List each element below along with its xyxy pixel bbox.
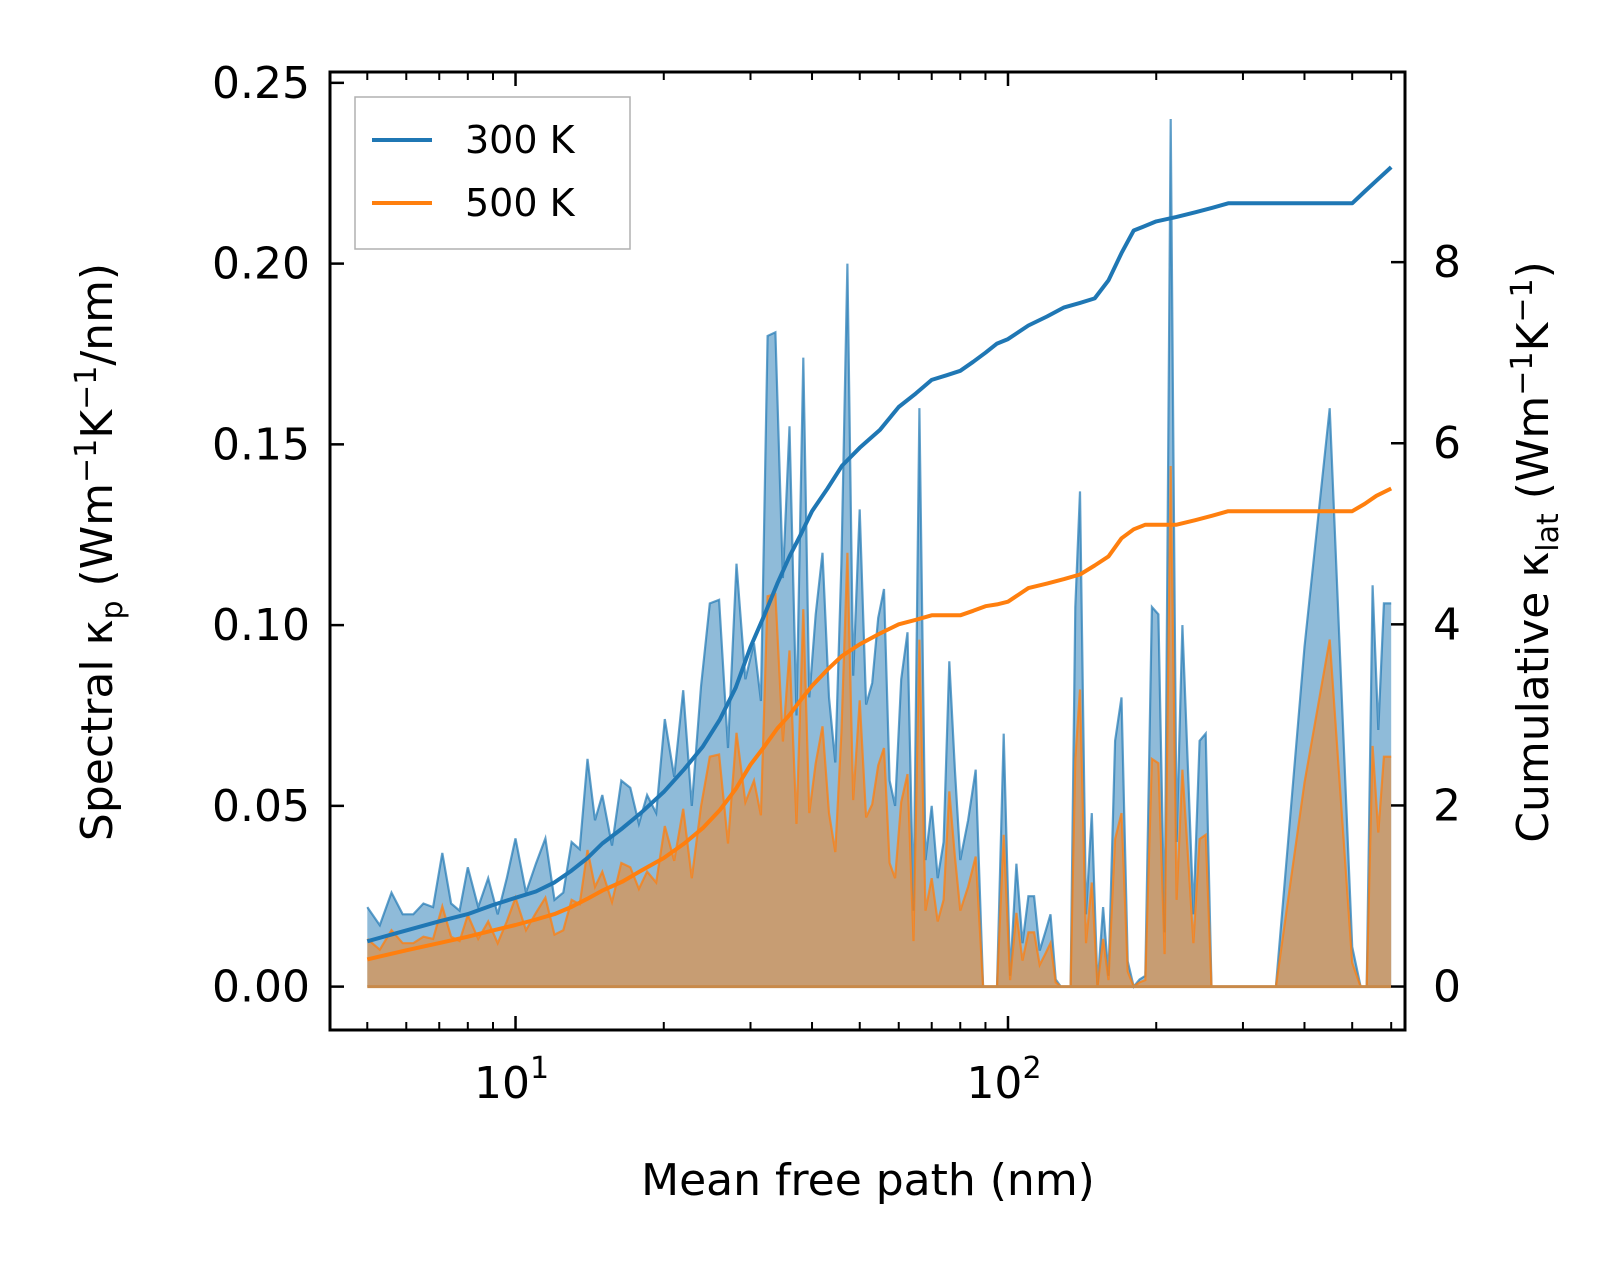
right-y-tick-label: 0: [1433, 962, 1461, 1013]
left-y-tick-label: 0.15: [212, 419, 310, 470]
left-y-tick-label: 0.25: [212, 58, 310, 109]
legend-label-500k: 500 K: [465, 181, 576, 225]
x-tick-label: 101: [474, 1051, 549, 1109]
x-tick-base: 10: [966, 1058, 1022, 1109]
plot-area: [366, 118, 1393, 990]
left-y-axis-title: Spectral κp (Wm−1K−1/nm): [69, 263, 130, 841]
right-y-tick-label: 6: [1433, 418, 1461, 469]
x-tick-base: 10: [474, 1058, 530, 1109]
left-y-tick-label: 0.00: [212, 962, 310, 1013]
plot-frame: [328, 70, 1407, 1032]
legend: 300 K 500 K: [354, 96, 631, 250]
left-y-tick-label: 0.05: [212, 781, 310, 832]
left-y-tick-label: 0.20: [212, 239, 310, 290]
x-tick-exponent: 2: [1022, 1051, 1041, 1086]
plot-layer: [366, 118, 1393, 990]
cumulative-500k-line: [366, 486, 1393, 962]
x-axis-title: Mean free path (nm): [641, 1155, 1095, 1206]
legend-frame: [354, 96, 631, 250]
right-y-tick-label: 2: [1433, 780, 1461, 831]
legend-label-300k: 300 K: [465, 118, 576, 162]
right-y-tick-label: 8: [1433, 237, 1461, 288]
cumulative-300k-line: [366, 165, 1393, 944]
right-y-tick-label: 4: [1433, 599, 1461, 650]
x-tick-label: 102: [966, 1051, 1041, 1109]
left-y-tick-label: 0.10: [212, 600, 310, 651]
x-tick-exponent: 1: [530, 1051, 549, 1086]
right-y-axis-title: Cumulative κlat (Wm−1K−1): [1505, 261, 1566, 843]
